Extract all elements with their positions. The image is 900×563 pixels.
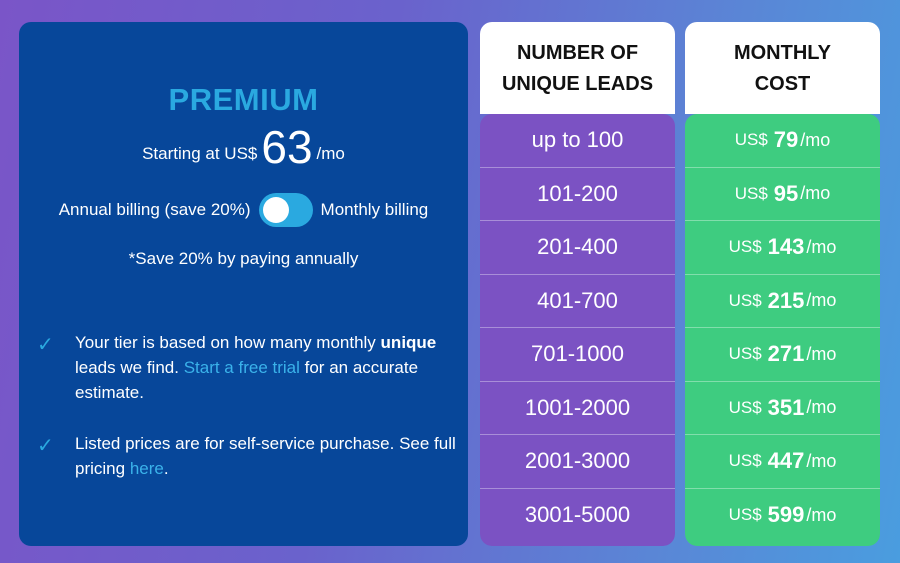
cost-row: US$ 599/mo: [685, 489, 880, 543]
billing-toggle-row: Annual billing (save 20%) Monthly billin…: [19, 192, 468, 228]
leads-row: 101-200: [480, 168, 675, 221]
check-icon: ✓: [37, 334, 54, 356]
price-value: 63: [261, 121, 313, 173]
per-month: /mo: [806, 290, 837, 311]
price-amount: 95: [773, 180, 799, 206]
header-line: UNIQUE LEADS: [501, 73, 654, 95]
cost-row: US$ 95/mo: [685, 168, 880, 221]
price-amount: 599: [767, 502, 805, 528]
check-icon: ✓: [37, 435, 54, 457]
currency: US$: [734, 183, 768, 203]
per-month: /mo: [806, 450, 837, 471]
leads-row: 401-700: [480, 275, 675, 328]
leads-row: 1001-2000: [480, 382, 675, 435]
currency: US$: [728, 451, 762, 471]
premium-plan-card: PREMIUM Starting at US$63/mo Annual bill…: [19, 22, 468, 546]
cost-row: US$ 79/mo: [685, 114, 880, 168]
price-amount: 271: [767, 341, 805, 367]
leads-list: up to 100 101-200 201-400 401-700 701-10…: [480, 114, 675, 546]
bullet-text-part: Your tier is based on how many monthly: [75, 333, 376, 352]
toggle-knob: [262, 197, 289, 223]
bullet-text: Listed prices are for self-service purch…: [75, 431, 457, 481]
cost-row: US$ 351/mo: [685, 382, 880, 435]
bullet-text-part: .: [163, 459, 169, 478]
per-month: /mo: [800, 129, 831, 150]
price-amount: 79: [773, 127, 799, 153]
header-line: NUMBER OF: [516, 42, 639, 64]
leads-row: 701-1000: [480, 328, 675, 382]
per-month: /mo: [806, 343, 837, 364]
starting-price: Starting at US$63/mo: [19, 120, 468, 174]
leads-row: 3001-5000: [524, 502, 631, 528]
save-note: *Save 20% by paying annually: [128, 249, 359, 268]
per-month: /mo: [800, 183, 831, 204]
leads-column-header: NUMBER OF UNIQUE LEADS: [480, 22, 675, 114]
header-line: MONTHLY: [733, 42, 832, 64]
per-month: /mo: [806, 397, 837, 418]
currency: US$: [734, 130, 768, 150]
price-amount: 143: [767, 234, 805, 260]
price-amount: 215: [767, 287, 805, 313]
billing-toggle[interactable]: [258, 193, 313, 227]
price-amount: 351: [767, 394, 805, 420]
cost-row: US$ 143/mo: [685, 221, 880, 275]
header-line: COST: [754, 73, 811, 95]
bullet-text-part: for an accurate estimate.: [75, 358, 419, 402]
monthly-billing-label[interactable]: Monthly billing: [320, 200, 429, 219]
per-month: /mo: [806, 236, 837, 257]
free-trial-link[interactable]: Start a free trial: [183, 358, 300, 377]
bullet-text-part: Listed prices are for self-service purch…: [75, 434, 456, 478]
leads-row: 201-400: [480, 221, 675, 275]
cost-column-header: MONTHLY COST: [685, 22, 880, 114]
currency: US$: [728, 290, 762, 310]
leads-column: NUMBER OF UNIQUE LEADS up to 100 101-200 …: [480, 22, 675, 546]
price-suffix: /mo: [316, 144, 345, 163]
annual-billing-label[interactable]: Annual billing (save 20%): [58, 200, 251, 219]
cost-row: US$ 447/mo: [685, 435, 880, 489]
full-pricing-link[interactable]: here: [129, 459, 164, 478]
info-bullet-tier: ✓ Your tier is based on how many monthly…: [37, 330, 457, 405]
cost-list: US$ 79/mo US$ 95/mo US$ 143/mo US$ 215/mo US…: [685, 114, 880, 546]
currency: US$: [728, 505, 762, 525]
bullet-text-part: leads we find.: [75, 358, 184, 377]
cost-column: MONTHLY COST US$ 79/mo US$ 95/mo US$ 143/mo …: [685, 22, 880, 546]
info-bullet-pricing: ✓ Listed prices are for self-service pur…: [37, 431, 457, 481]
price-prefix: Starting at US$: [142, 144, 258, 163]
price-amount: 447: [767, 448, 805, 474]
currency: US$: [728, 397, 762, 417]
per-month: /mo: [806, 504, 837, 525]
plan-title: PREMIUM: [168, 82, 319, 117]
cost-row: US$ 215/mo: [685, 275, 880, 328]
bullet-bold-word: unique: [380, 333, 437, 352]
leads-row: up to 100: [480, 114, 675, 168]
currency: US$: [728, 237, 762, 257]
bullet-text: Your tier is based on how many monthly u…: [75, 330, 457, 405]
cost-row: US$ 271/mo: [685, 328, 880, 382]
leads-row: 2001-3000: [480, 435, 675, 489]
currency: US$: [728, 344, 762, 364]
